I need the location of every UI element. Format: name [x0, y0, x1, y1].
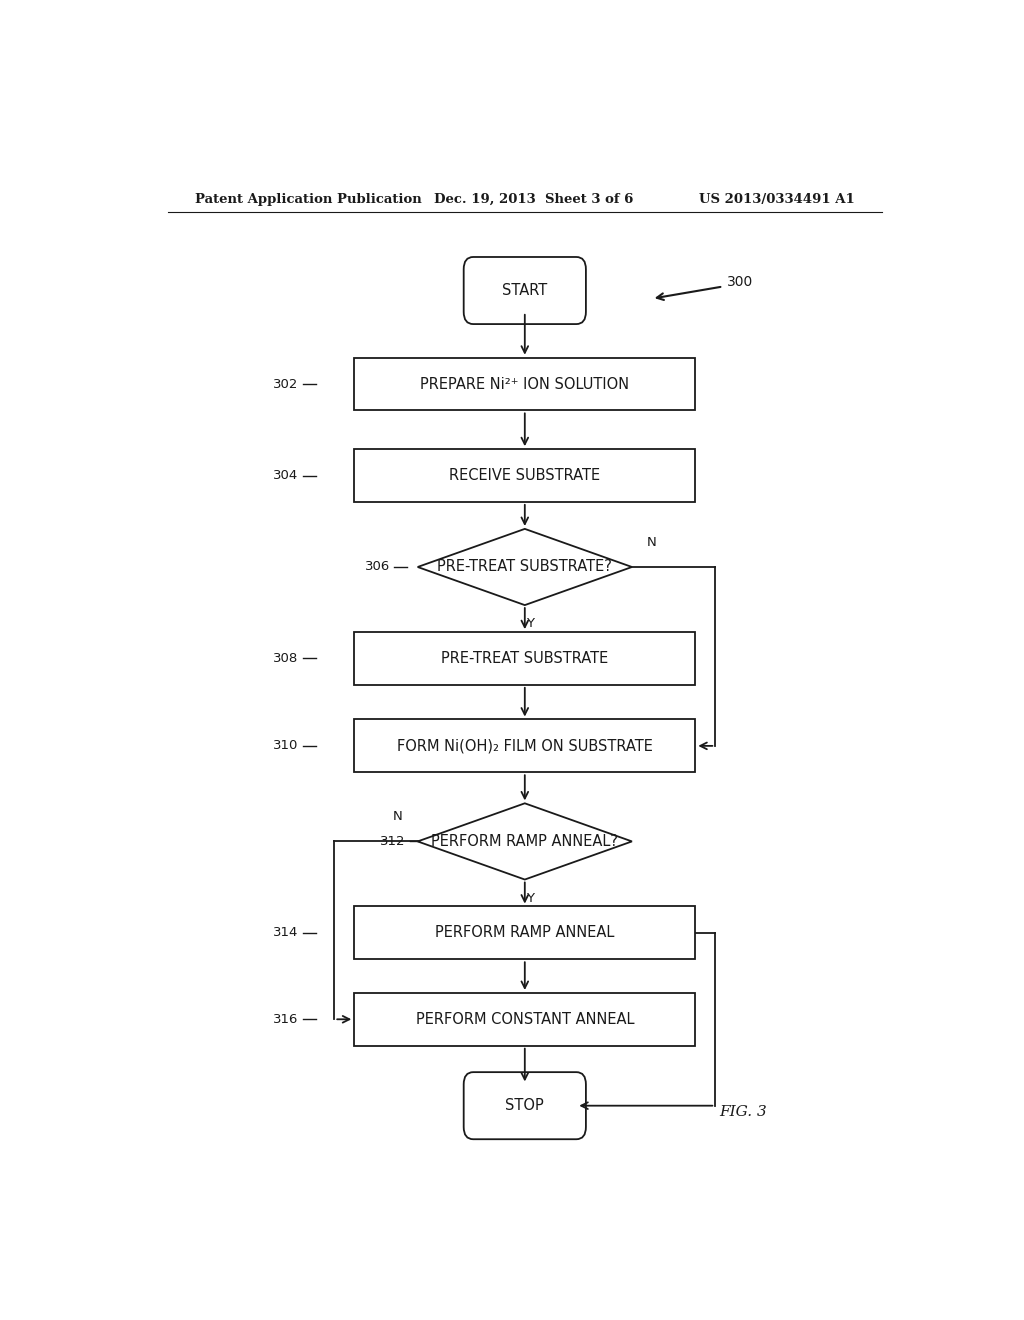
- FancyBboxPatch shape: [464, 257, 586, 325]
- Text: PRE-TREAT SUBSTRATE: PRE-TREAT SUBSTRATE: [441, 651, 608, 667]
- Text: 302: 302: [273, 378, 299, 391]
- Text: 308: 308: [273, 652, 299, 665]
- Text: US 2013/0334491 A1: US 2013/0334491 A1: [699, 193, 855, 206]
- Text: Dec. 19, 2013  Sheet 3 of 6: Dec. 19, 2013 Sheet 3 of 6: [433, 193, 633, 206]
- Text: 314: 314: [273, 927, 299, 940]
- Text: FORM Ni(OH)₂ FILM ON SUBSTRATE: FORM Ni(OH)₂ FILM ON SUBSTRATE: [397, 738, 652, 754]
- FancyBboxPatch shape: [464, 1072, 586, 1139]
- Bar: [354, 449, 695, 502]
- Bar: [354, 632, 695, 685]
- Text: Y: Y: [526, 892, 535, 904]
- Text: 304: 304: [273, 469, 299, 482]
- Text: PERFORM RAMP ANNEAL: PERFORM RAMP ANNEAL: [435, 925, 614, 940]
- Text: RECEIVE SUBSTRATE: RECEIVE SUBSTRATE: [450, 469, 600, 483]
- Text: PRE-TREAT SUBSTRATE?: PRE-TREAT SUBSTRATE?: [437, 560, 612, 574]
- Bar: [354, 358, 695, 411]
- Text: Y: Y: [526, 618, 535, 631]
- Text: 310: 310: [273, 739, 299, 752]
- Bar: [354, 993, 695, 1045]
- Text: 312: 312: [380, 836, 406, 847]
- Text: PERFORM RAMP ANNEAL?: PERFORM RAMP ANNEAL?: [431, 834, 618, 849]
- Bar: [354, 907, 695, 960]
- Text: N: N: [393, 810, 402, 824]
- Text: FIG. 3: FIG. 3: [719, 1105, 767, 1119]
- Bar: [354, 719, 695, 772]
- Text: STOP: STOP: [506, 1098, 544, 1113]
- Text: 300: 300: [727, 276, 754, 289]
- Text: PERFORM CONSTANT ANNEAL: PERFORM CONSTANT ANNEAL: [416, 1012, 634, 1027]
- Text: START: START: [502, 282, 548, 298]
- Polygon shape: [418, 529, 632, 605]
- Text: 306: 306: [365, 561, 390, 573]
- Text: PREPARE Ni²⁺ ION SOLUTION: PREPARE Ni²⁺ ION SOLUTION: [420, 376, 630, 392]
- Text: N: N: [647, 536, 656, 549]
- Text: 316: 316: [273, 1012, 299, 1026]
- Polygon shape: [418, 804, 632, 879]
- Text: Patent Application Publication: Patent Application Publication: [196, 193, 422, 206]
